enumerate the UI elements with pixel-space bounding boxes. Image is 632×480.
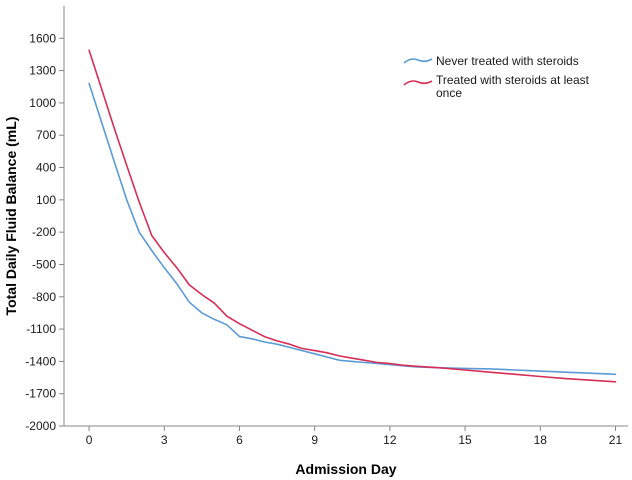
y-axis-ticks: -2000 -1700 -1400 -1100 -800 -500 -200 100 400 70…: [25, 31, 64, 433]
y-tick-label: 1300: [29, 64, 56, 78]
x-tick-label: 0: [86, 433, 93, 447]
series-line-1: [88, 82, 617, 376]
series-line-2: [88, 49, 617, 383]
y-tick-label: -800: [32, 290, 56, 304]
y-tick-label: -1700: [25, 387, 56, 401]
x-axis-ticks: 0 3 6 9 12 15 18 21: [86, 426, 623, 447]
y-tick-label: -200: [32, 225, 56, 239]
legend-swatch-1: [403, 58, 433, 64]
plot-area: [64, 6, 628, 426]
x-tick-label: 21: [609, 433, 623, 447]
x-tick-label: 6: [236, 433, 243, 447]
legend-label-1: Never treated with steroids: [436, 54, 579, 68]
x-tick-label: 18: [534, 433, 548, 447]
x-tick-label: 12: [383, 433, 397, 447]
y-tick-label: -1100: [26, 322, 56, 336]
y-tick-label: -1400: [25, 354, 56, 368]
x-tick-label: 9: [311, 433, 318, 447]
series-lines: [88, 49, 617, 383]
x-tick-label: 15: [458, 433, 472, 447]
y-tick-label: 1000: [29, 96, 56, 110]
legend-label-2: Treated with steroids at least once: [436, 73, 590, 100]
y-tick-label: 1600: [29, 31, 56, 45]
y-tick-label: -500: [32, 257, 56, 271]
y-axis-title: Total Daily Fluid Balance (mL): [3, 117, 19, 316]
legend-swatch-2: [403, 80, 433, 86]
y-tick-label: 100: [36, 193, 56, 207]
y-tick-label: 700: [36, 128, 56, 142]
legend: Never treated with steroids Treated with …: [403, 54, 590, 100]
y-tick-label: 400: [36, 161, 56, 175]
y-tick-label: -2000: [25, 419, 56, 433]
x-tick-label: 3: [161, 433, 168, 447]
x-axis-title: Admission Day: [295, 461, 396, 477]
